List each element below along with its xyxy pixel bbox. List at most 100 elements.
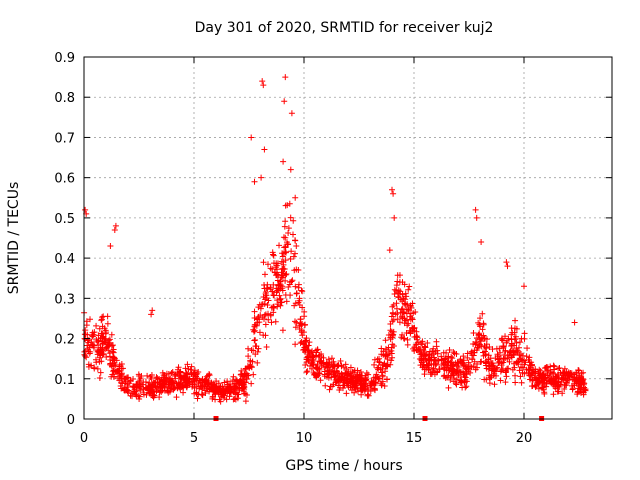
data-point [512,317,519,324]
data-point [482,351,489,358]
data-point [283,271,290,278]
data-point [527,362,534,369]
data-point [385,344,392,351]
data-point [471,349,478,356]
data-point [82,206,89,213]
data-point [202,387,209,394]
data-point [343,390,350,397]
data-point [95,332,102,339]
data-point [183,380,190,387]
data-point [486,375,493,382]
data-point [171,373,178,380]
data-point [100,340,107,347]
data-point [296,297,303,304]
data-point [137,387,144,394]
data-point [256,319,263,326]
data-point [523,353,530,360]
data-point [518,335,525,342]
data-point [352,379,359,386]
data-point [497,377,504,384]
data-point [571,319,578,326]
data-point [213,378,220,385]
data-point [301,308,308,315]
data-point [448,353,455,360]
data-point [460,353,467,360]
data-point [287,214,294,221]
data-point [153,374,160,381]
data-point [250,371,257,378]
data-point [111,355,118,362]
data-point [241,373,248,380]
x-tick-label: 15 [406,431,423,446]
data-point [513,348,520,355]
data-point [516,367,523,374]
data-point [496,345,503,352]
data-point [119,365,126,372]
data-point [263,292,270,299]
data-point [389,303,396,310]
data-point [463,378,470,385]
data-point [117,372,124,379]
data-point [136,379,143,386]
data-point [512,379,519,386]
data-point [550,362,557,369]
data-point [404,322,411,329]
data-point [477,358,484,365]
data-point [504,352,511,359]
data-point [438,362,445,369]
data-point [483,376,490,383]
data-point [305,347,312,354]
data-point [211,386,218,393]
data-point [302,362,309,369]
data-point [521,283,527,290]
data-point [469,356,476,363]
data-point [299,321,306,328]
data-point [479,326,486,333]
data-point [411,347,418,354]
data-point [401,310,408,317]
data-point [116,362,123,369]
data-point [365,386,372,393]
data-point [378,369,385,376]
data-point [104,343,111,350]
data-point [560,375,567,382]
data-point [543,364,550,371]
data-point [480,321,487,328]
data-point [483,341,490,348]
data-point [347,384,354,391]
data-point [443,349,450,356]
data-point [251,315,258,322]
data-point [402,302,409,309]
data-point [430,350,437,357]
data-point [399,331,406,338]
data-point [282,218,289,225]
data-point [425,361,432,368]
data-point [318,359,325,366]
data-point [450,372,457,379]
data-point [388,347,395,354]
data-point [298,287,305,294]
data-point [384,376,391,383]
data-point [183,370,190,377]
y-tick-label: 0.9 [54,51,75,66]
data-point [407,316,414,323]
data-point [494,356,501,363]
data-point [393,305,400,312]
data-point [302,338,309,345]
data-point [282,74,289,81]
data-point [251,337,258,344]
data-point [503,339,510,346]
data-point [512,372,519,379]
data-point [508,343,515,350]
data-point [260,259,267,266]
data-point [119,380,126,387]
data-point [274,277,281,284]
data-point [148,311,155,318]
data-point [380,361,387,368]
data-point [450,378,457,385]
data-point [313,373,320,380]
data-point [299,304,306,311]
data-point [420,357,427,364]
data-point [199,383,206,390]
data-point [309,352,316,359]
